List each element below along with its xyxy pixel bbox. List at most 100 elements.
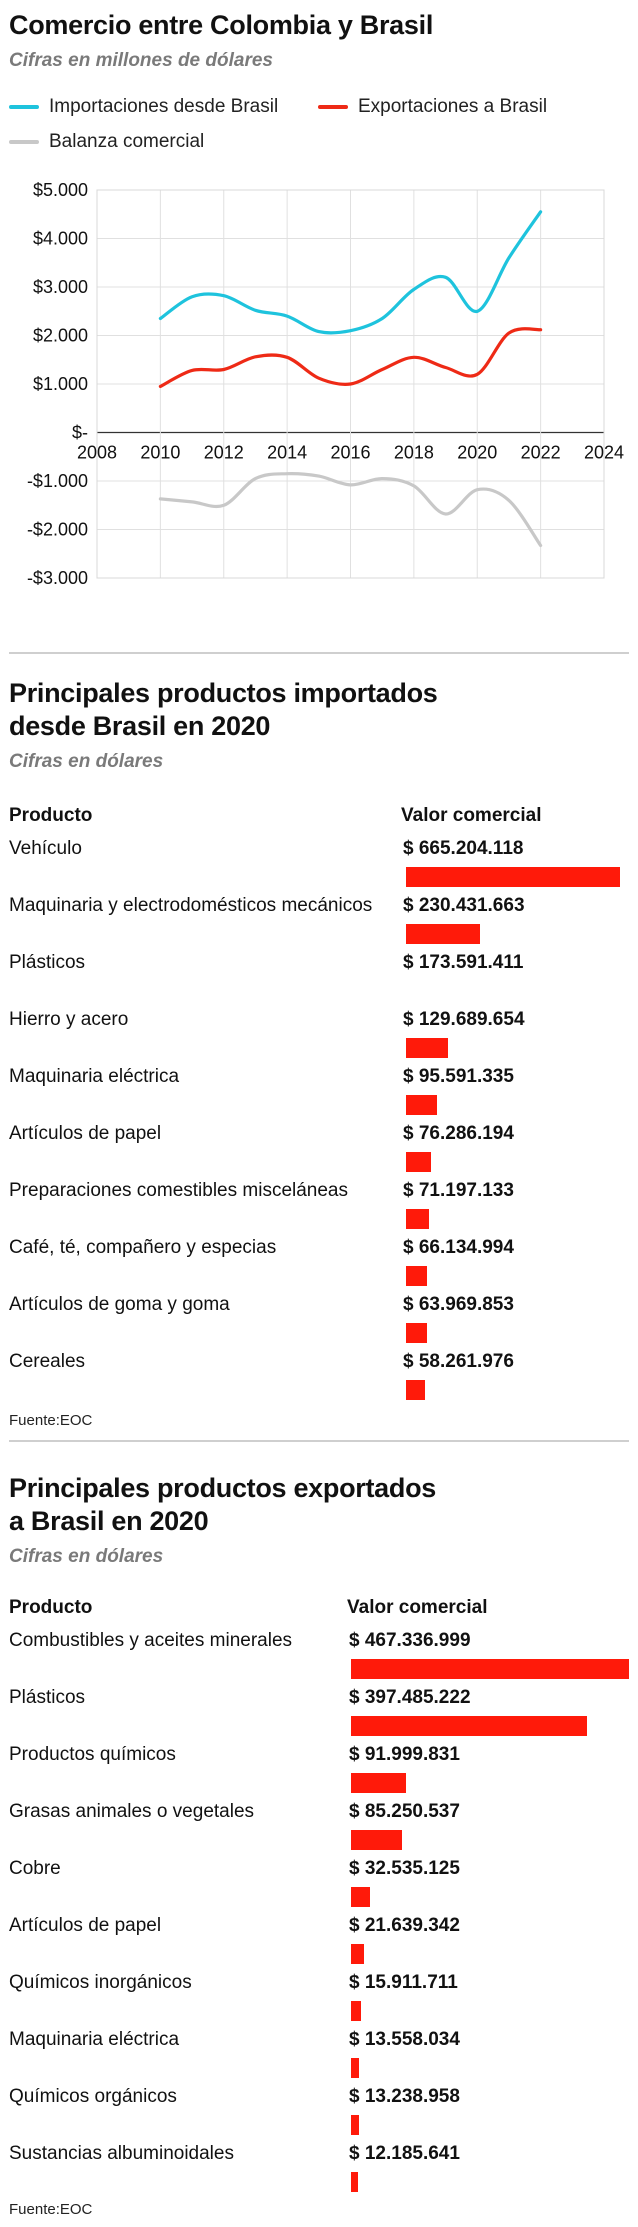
imports-column-product: Producto	[9, 805, 93, 826]
x-tick-label: 2024	[584, 443, 624, 463]
x-tick-label: 2010	[140, 443, 180, 463]
y-tick-label: $-	[72, 423, 88, 443]
product-value: $ 32.535.125	[349, 1858, 460, 1879]
value-bar	[351, 1773, 406, 1793]
product-value: $ 76.286.194	[403, 1123, 514, 1144]
y-axis-tick-labels: $5.000 $4.000 $3.000 $2.000 $1.000 $- -$1.000 -…	[27, 180, 88, 588]
table-row: Vehículo $ 665.204.118	[0, 838, 638, 895]
product-name: Maquinaria eléctrica	[9, 2029, 180, 2050]
product-value: $ 173.591.411	[403, 952, 524, 973]
product-name: Grasas animales o vegetales	[9, 1801, 255, 1822]
value-bar	[351, 1659, 629, 1679]
product-name: Maquinaria y electrodomésticos mecánicos	[9, 895, 373, 916]
value-bar	[351, 1944, 364, 1964]
exports-column-product: Producto	[9, 1597, 93, 1618]
product-name: Preparaciones comestibles misceláneas	[9, 1180, 348, 1201]
section-divider-1	[9, 652, 629, 654]
product-value: $ 21.639.342	[349, 1915, 460, 1936]
table-row: Productos químicos $ 91.999.831	[0, 1744, 638, 1801]
value-bar	[406, 1323, 427, 1343]
product-name: Cobre	[9, 1858, 61, 1879]
product-name: Café, té, compañero y especias	[9, 1237, 277, 1258]
imports-title-line-2: desde Brasil en 2020	[9, 711, 271, 741]
chart-series	[158, 210, 543, 548]
x-tick-label: 2022	[521, 443, 561, 463]
value-bar	[406, 1266, 428, 1286]
x-tick-label: 2020	[457, 443, 497, 463]
line-chart: $5.000 $4.000 $3.000 $2.000 $1.000 $- -$1.000 -…	[27, 180, 624, 588]
product-name: Maquinaria eléctrica	[9, 1066, 180, 1087]
legend-swatch-balance	[9, 140, 39, 144]
value-bar	[406, 1095, 437, 1115]
value-bar	[351, 2058, 360, 2078]
product-value: $ 230.431.663	[403, 895, 525, 916]
table-row: Artículos de papel $ 21.639.342	[0, 1915, 638, 1972]
product-value: $ 129.689.654	[403, 1009, 525, 1030]
value-bar	[406, 924, 481, 944]
table-row: Plásticos $ 397.485.222	[0, 1687, 638, 1744]
series-line-balance	[158, 472, 543, 548]
value-bar	[351, 1830, 402, 1850]
x-axis-tick-labels: 2008 2010 2012 2014 2016 2018 2020 2022 2024	[77, 443, 624, 463]
table-row: Café, té, compañero y especias $ 66.134.9…	[0, 1237, 638, 1294]
legend-label-exports: Exportaciones a Brasil	[358, 96, 548, 117]
imports-subtitle: Cifras en dólares	[9, 751, 164, 772]
legend-label-imports: Importaciones desde Brasil	[49, 96, 279, 117]
value-bar	[406, 1209, 429, 1229]
exports-source: Fuente:EOC	[9, 2201, 93, 2218]
product-value: $ 13.558.034	[349, 2029, 460, 2050]
imports-title-line-1: Principales productos importados	[9, 678, 438, 708]
product-name: Químicos orgánicos	[9, 2086, 177, 2107]
table-row: Cereales $ 58.261.976	[0, 1351, 638, 1408]
product-value: $ 63.969.853	[403, 1294, 514, 1315]
product-name: Vehículo	[9, 838, 82, 859]
table-row: Maquinaria eléctrica $ 13.558.034	[0, 2029, 638, 2086]
exports-subtitle: Cifras en dólares	[9, 1546, 164, 1567]
x-tick-label: 2016	[330, 443, 370, 463]
imports-source: Fuente:EOC	[9, 1412, 93, 1429]
y-tick-label: -$3.000	[27, 568, 88, 588]
legend-item-balance: Balanza comercial	[9, 130, 204, 154]
table-row: Grasas animales o vegetales $ 85.250.537	[0, 1801, 638, 1858]
table-row: Hierro y acero $ 129.689.654	[0, 1009, 638, 1066]
series-line-imports	[158, 210, 543, 335]
value-bar	[406, 867, 620, 887]
product-name: Sustancias albuminoidales	[9, 2143, 234, 2164]
plot-frame	[96, 189, 605, 579]
value-bar	[351, 2172, 359, 2192]
product-value: $ 66.134.994	[403, 1237, 514, 1258]
table-row: Preparaciones comestibles misceláneas $ 7…	[0, 1180, 638, 1237]
product-name: Combustibles y aceites minerales	[9, 1630, 293, 1651]
value-bar	[406, 1380, 425, 1400]
product-name: Plásticos	[9, 952, 86, 973]
product-value: $ 467.336.999	[349, 1630, 471, 1651]
legend-item-exports: Exportaciones a Brasil	[318, 95, 547, 119]
y-tick-label: $1.000	[33, 374, 88, 394]
product-value: $ 85.250.537	[349, 1801, 460, 1822]
y-tick-label: $4.000	[33, 229, 88, 249]
y-tick-label: -$1.000	[27, 471, 88, 491]
value-bar	[351, 1887, 371, 1907]
legend-swatch-imports	[9, 105, 39, 109]
product-name: Plásticos	[9, 1687, 86, 1708]
product-value: $ 665.204.118	[403, 838, 524, 859]
product-value: $ 91.999.831	[349, 1744, 460, 1765]
x-tick-label: 2014	[267, 443, 307, 463]
x-tick-label: 2018	[394, 443, 434, 463]
product-name: Cereales	[9, 1351, 86, 1372]
y-tick-label: $2.000	[33, 326, 88, 346]
product-value: $ 397.485.222	[349, 1687, 471, 1708]
value-bar	[351, 2001, 361, 2021]
table-row: Maquinaria y electrodomésticos mecánicos…	[0, 895, 638, 952]
table-row: Plásticos $ 173.591.411	[0, 952, 638, 1009]
table-row: Combustibles y aceites minerales $ 467.33…	[0, 1630, 638, 1687]
table-row: Químicos inorgánicos $ 15.911.711	[0, 1972, 638, 2029]
table-row: Artículos de goma y goma $ 63.969.853	[0, 1294, 638, 1351]
x-tick-label: 2008	[77, 443, 117, 463]
value-bar	[351, 1716, 588, 1736]
product-value: $ 12.185.641	[349, 2143, 460, 2164]
product-name: Productos químicos	[9, 1744, 176, 1765]
product-name: Artículos de papel	[9, 1123, 162, 1144]
product-value: $ 15.911.711	[349, 1972, 458, 1993]
product-value: $ 13.238.958	[349, 2086, 460, 2107]
